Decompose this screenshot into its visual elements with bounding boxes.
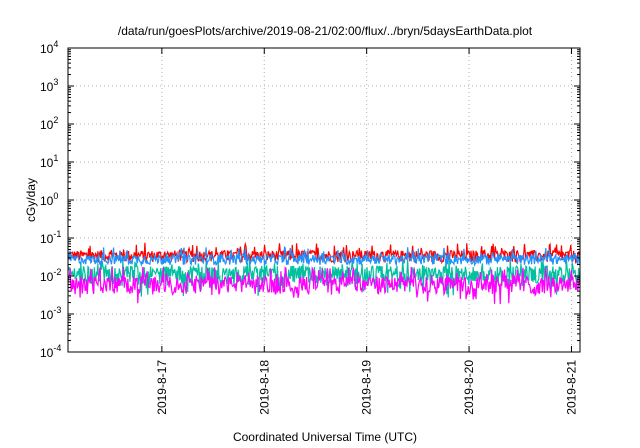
y-tick-label: 101	[40, 153, 58, 170]
series-line-3	[67, 245, 581, 268]
x-axis: 2019-8-17 2019-8-18 2019-8-19 2019-8-20 2019…	[155, 48, 578, 415]
x-tick-label: 2019-8-18	[257, 360, 271, 415]
y-axis: 10-4 10-3 10-2 10-1 100 101 102 103 104	[40, 39, 580, 360]
series-line-2	[67, 258, 581, 298]
y-tick-label: 102	[40, 115, 58, 132]
chart-title: /data/run/goesPlots/archive/2019-08-21/0…	[118, 24, 533, 38]
y-tick-label: 100	[40, 191, 58, 208]
grid-lines	[68, 48, 580, 352]
x-tick-label: 2019-8-21	[564, 360, 578, 415]
x-tick-label: 2019-8-17	[155, 360, 169, 415]
y-axis-label: cGy/day	[24, 178, 38, 222]
y-tick-label: 10-4	[40, 343, 61, 360]
y-tick-label: 10-1	[40, 229, 61, 246]
y-tick-label: 103	[40, 77, 58, 94]
y-tick-label: 104	[40, 39, 58, 56]
x-axis-label: Coordinated Universal Time (UTC)	[233, 430, 417, 444]
series-line-4	[67, 265, 581, 305]
x-tick-label: 2019-8-19	[360, 360, 374, 415]
y-tick-label: 10-2	[40, 267, 61, 284]
y-tick-label: 10-3	[40, 305, 61, 322]
x-tick-label: 2019-8-20	[462, 360, 476, 415]
series-layer	[67, 241, 581, 305]
